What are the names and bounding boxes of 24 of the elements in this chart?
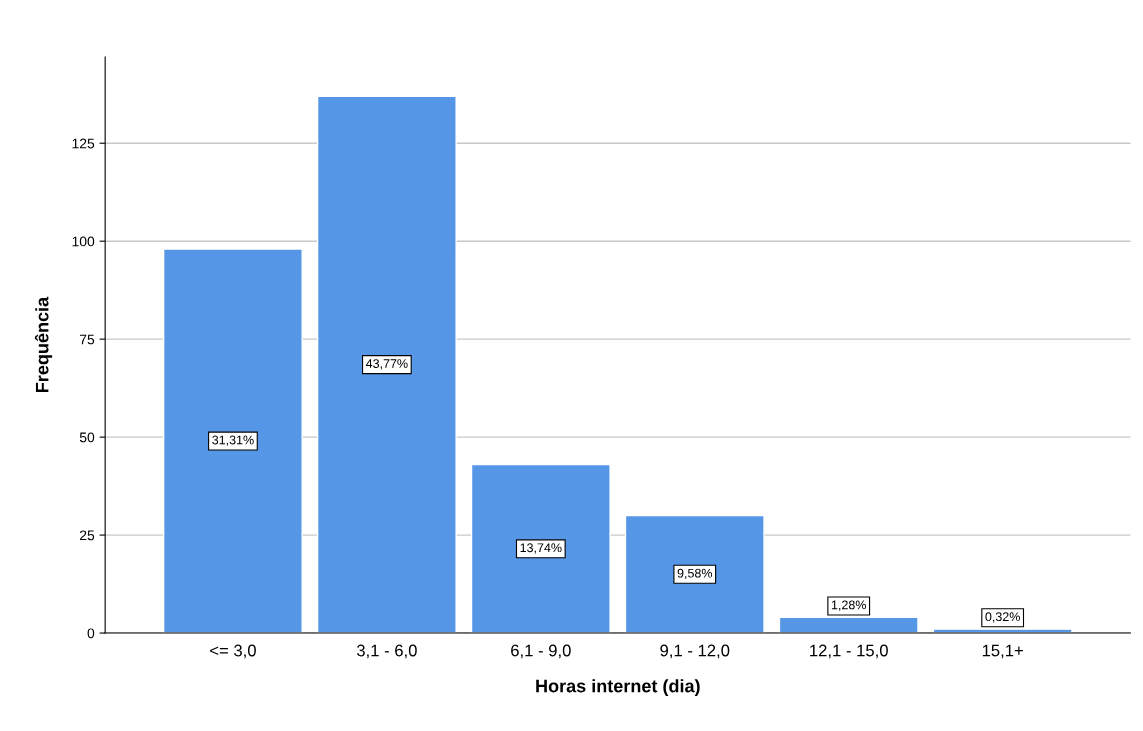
annotation: 9,58% (677, 568, 713, 580)
x-tick-label: 12,1 - 15,0 (810, 644, 888, 659)
y-tick-label: 125 (72, 138, 95, 149)
annotation: 1,28% (831, 600, 866, 611)
y-tick-label: 75 (80, 334, 95, 345)
bar (316, 95, 457, 634)
y-tick-label: 25 (79, 530, 95, 541)
x-tick-label: 3,1 - 6,0 (356, 644, 417, 659)
y-tick-label: 100 (72, 236, 95, 247)
y-tick-label: 0 (87, 628, 95, 639)
x-tick-label: <= 3,0 (210, 644, 256, 659)
annotation: 0,32% (985, 612, 1020, 623)
bar (470, 463, 611, 634)
x-tick-label: 15,1+ (982, 644, 1023, 659)
y-tick-label: 50 (79, 432, 95, 443)
bar (162, 248, 303, 634)
x-tick-label: 9,1 - 12,0 (660, 644, 730, 659)
annotation: 31,31% (212, 435, 254, 446)
x-tick-label: 6,1 - 9,0 (511, 644, 571, 659)
annotation: 43,77% (365, 359, 408, 370)
annotation: 13,74% (520, 543, 562, 554)
bar (624, 514, 765, 634)
x-axis-title: Horas internet (dia) (536, 679, 700, 696)
y-axis-title: Frequência (34, 296, 53, 392)
